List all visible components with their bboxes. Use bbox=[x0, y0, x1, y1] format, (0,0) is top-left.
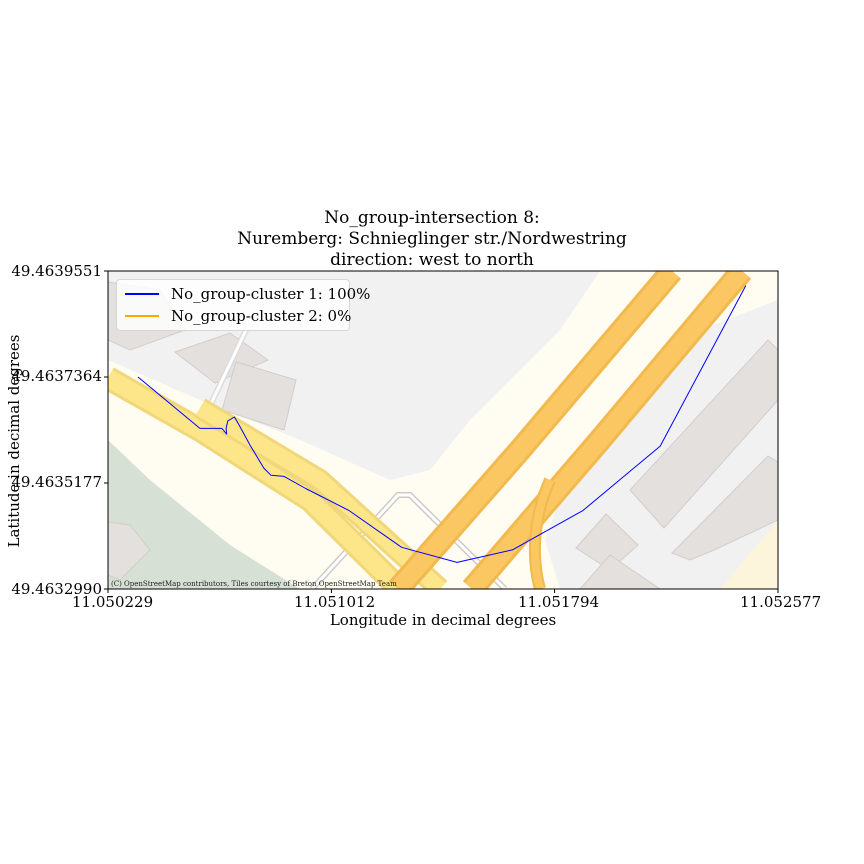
legend-swatch-cluster-2 bbox=[125, 315, 159, 317]
legend: No_group-cluster 1: 100% No_group-cluste… bbox=[116, 279, 370, 331]
map-building bbox=[671, 455, 778, 561]
chart-title-line-3: direction: west to north bbox=[330, 250, 534, 270]
legend-swatch-cluster-1 bbox=[125, 293, 159, 295]
map-building bbox=[221, 361, 297, 431]
map-building bbox=[629, 339, 778, 529]
legend-item-cluster-2: No_group-cluster 2: 0% bbox=[125, 306, 351, 326]
map-road-primary-east-inner bbox=[465, 271, 749, 589]
chart-title-line-2: Nuremberg: Schnieglinger str./Nordwestri… bbox=[237, 229, 627, 249]
legend-label-cluster-1: No_group-cluster 1: 100% bbox=[171, 285, 371, 303]
y-tick-label: 49.4639551 bbox=[11, 262, 102, 280]
map-building bbox=[173, 332, 270, 384]
x-tick-label: 11.051794 bbox=[518, 593, 600, 611]
y-tick-label: 49.4635177 bbox=[11, 473, 102, 491]
x-tick-label: 11.051012 bbox=[294, 593, 376, 611]
y-tick-label: 49.4637364 bbox=[11, 367, 102, 385]
map-road-ramp-inner bbox=[530, 478, 554, 589]
x-tick-label: 11.050229 bbox=[72, 593, 154, 611]
map-building bbox=[575, 513, 639, 571]
axes-frame bbox=[107, 270, 779, 590]
series-layer bbox=[137, 285, 747, 563]
map-path-inner bbox=[206, 329, 248, 411]
map-building bbox=[579, 554, 661, 589]
chart-title-line-1: No_group-intersection 8: bbox=[324, 208, 540, 228]
basemap bbox=[108, 271, 778, 589]
ticks-layer bbox=[104, 270, 779, 593]
legend-label-cluster-2: No_group-cluster 2: 0% bbox=[171, 307, 352, 325]
map-park bbox=[108, 440, 300, 589]
map-area-beige bbox=[720, 520, 778, 589]
legend-item-cluster-1: No_group-cluster 1: 100% bbox=[125, 284, 370, 304]
map-road-secondary-north-inner bbox=[195, 401, 446, 589]
y-axis-label: Latitude in decimal degrees bbox=[5, 334, 23, 548]
map-road-primary-west-inner bbox=[391, 271, 679, 589]
map-road-secondary-south-inner bbox=[108, 370, 407, 589]
series-line-cluster-1 bbox=[137, 285, 747, 563]
x-axis-label: Longitude in decimal degrees bbox=[329, 611, 557, 629]
map-building bbox=[108, 521, 151, 581]
x-tick-label: 11.052577 bbox=[740, 593, 822, 611]
y-tick-label: 49.4632990 bbox=[11, 580, 102, 598]
map-attribution: (C) OpenStreetMap contributors, Tiles co… bbox=[111, 580, 397, 588]
